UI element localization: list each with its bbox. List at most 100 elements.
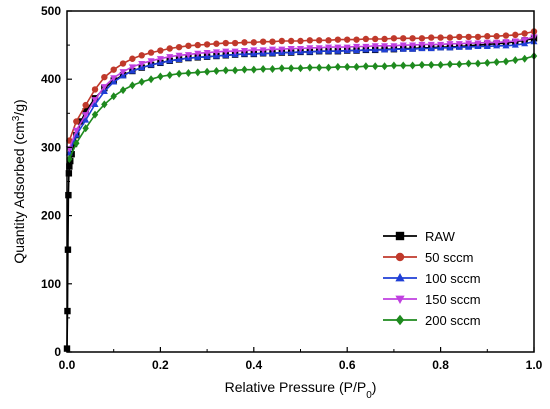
data-point [353, 36, 360, 43]
x-tick-label: 1.0 [526, 358, 543, 372]
x-axis-label-subscript: 0 [366, 390, 372, 401]
data-point [306, 37, 314, 44]
data-point [474, 40, 482, 47]
data-point [268, 46, 276, 54]
data-point [511, 38, 519, 45]
data-point [381, 35, 388, 43]
data-point [428, 34, 435, 41]
legend-marker [395, 295, 405, 305]
data-point [446, 34, 454, 41]
y-axis-label-tail: /g) [11, 99, 27, 115]
data-point [269, 38, 276, 45]
data-point [465, 33, 472, 41]
data-point [212, 49, 220, 56]
series-line [68, 40, 535, 154]
data-point [372, 62, 379, 71]
data-point [353, 62, 360, 71]
data-point [128, 64, 136, 71]
data-point [296, 45, 305, 53]
x-axis-label-main: Relative Pressure (P/P [225, 379, 367, 395]
data-point [334, 36, 342, 43]
y-tick-label: 0 [54, 345, 61, 359]
data-point [353, 43, 361, 51]
data-point [456, 33, 463, 41]
data-point [297, 64, 304, 73]
legend-label: 100 sccm [425, 271, 481, 286]
data-point [91, 100, 99, 107]
data-point [297, 37, 304, 45]
data-point [231, 66, 239, 75]
data-point [362, 62, 370, 71]
data-point [465, 59, 472, 68]
data-point [278, 64, 286, 73]
data-point [213, 40, 220, 47]
data-point [119, 69, 127, 76]
data-point [157, 47, 164, 54]
series-200-sccm [66, 52, 538, 163]
data-point [203, 41, 211, 48]
data-point [278, 46, 286, 54]
data-point [371, 43, 379, 50]
data-point [493, 58, 500, 67]
data-point [147, 58, 155, 65]
data-point [287, 64, 295, 73]
data-point [502, 57, 510, 66]
data-point [203, 67, 211, 76]
data-point [362, 43, 370, 51]
legend: RAW 50 sccm 100 sccm 150 sccm 200 sccm [383, 229, 481, 328]
data-point [241, 39, 248, 46]
x-tick-label: 0.8 [432, 358, 449, 372]
x-tick-label: 0.4 [245, 358, 262, 372]
data-point [65, 170, 73, 177]
data-point [362, 35, 370, 43]
data-point [73, 118, 80, 125]
data-point [129, 55, 136, 62]
data-point [344, 62, 351, 71]
data-point [73, 139, 80, 148]
data-point [372, 35, 379, 43]
y-tick-label: 100 [41, 277, 61, 291]
data-point [222, 39, 229, 47]
data-point [185, 42, 192, 49]
data-point [100, 84, 108, 91]
data-point [474, 59, 482, 68]
data-point [483, 39, 491, 47]
data-point [91, 97, 99, 104]
data-point [240, 47, 248, 55]
data-point [166, 54, 174, 61]
data-point [325, 37, 332, 44]
data-point [390, 35, 398, 42]
data-point [512, 31, 519, 39]
data-point [334, 44, 342, 51]
data-point [409, 61, 416, 70]
data-point [175, 43, 183, 51]
data-point [521, 54, 528, 63]
data-point [455, 41, 463, 48]
data-point [259, 38, 267, 45]
data-point [66, 163, 73, 170]
legend-item: RAW [383, 229, 456, 244]
data-point [456, 60, 463, 69]
data-point [259, 64, 267, 73]
data-point [418, 41, 426, 49]
y-axis-label-superscript: 3 [11, 115, 22, 121]
data-point [82, 101, 89, 109]
x-axis-label-tail: ) [372, 379, 377, 395]
data-point [241, 65, 248, 74]
y-axis-label-main: Quantity Adsorbed (cm [11, 121, 27, 263]
data-point [222, 66, 229, 75]
legend-marker [395, 231, 405, 241]
data-point [259, 47, 267, 54]
data-point [521, 37, 529, 44]
data-point [315, 45, 323, 52]
data-point [502, 39, 510, 46]
data-point [138, 52, 145, 59]
data-point [65, 191, 72, 199]
legend-label: RAW [425, 229, 456, 244]
data-point [427, 41, 435, 49]
data-point [446, 41, 454, 48]
legend-label: 50 sccm [425, 250, 473, 265]
data-point [138, 60, 146, 68]
data-point [119, 60, 127, 67]
